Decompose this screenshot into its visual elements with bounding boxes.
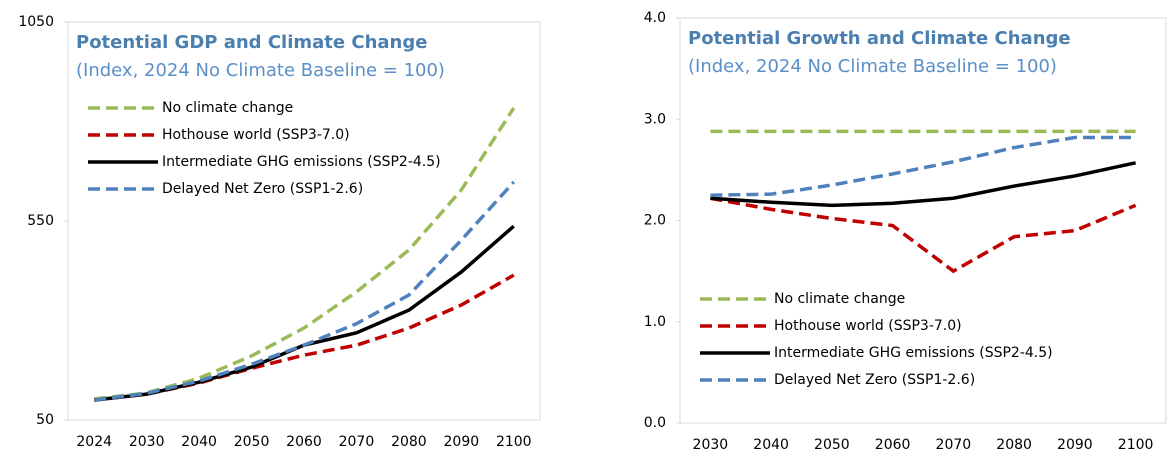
legend-label: Delayed Net Zero (SSP1-2.6) bbox=[162, 181, 363, 197]
x-tick-label: 2080 bbox=[391, 434, 427, 450]
y-tick-label: 1050 bbox=[18, 14, 54, 30]
x-tick-label: 2030 bbox=[129, 434, 165, 450]
legend-label: No climate change bbox=[162, 100, 293, 116]
chart-subtitle: (Index, 2024 No Climate Baseline = 100) bbox=[688, 56, 1057, 77]
legend-label: Delayed Net Zero (SSP1-2.6) bbox=[774, 372, 975, 388]
chart-title: Potential GDP and Climate Change bbox=[76, 32, 427, 53]
legend-label: Intermediate GHG emissions (SSP2-4.5) bbox=[774, 345, 1053, 361]
x-tick-label: 2070 bbox=[936, 437, 972, 453]
plot-frame bbox=[679, 17, 1167, 424]
y-tick-label: 4.0 bbox=[644, 10, 666, 26]
x-tick-label: 2100 bbox=[496, 434, 532, 450]
x-tick-label: 2050 bbox=[234, 434, 270, 450]
chart-title: Potential Growth and Climate Change bbox=[688, 28, 1071, 49]
legend-label: No climate change bbox=[774, 291, 905, 307]
legend-label: Hothouse world (SSP3-7.0) bbox=[774, 318, 962, 334]
x-tick-label: 2090 bbox=[1057, 437, 1093, 453]
x-tick-label: 2030 bbox=[693, 437, 729, 453]
x-tick-label: 2040 bbox=[181, 434, 217, 450]
x-tick-label: 2070 bbox=[339, 434, 375, 450]
x-tick-label: 2090 bbox=[444, 434, 480, 450]
legend-label: Intermediate GHG emissions (SSP2-4.5) bbox=[162, 154, 441, 170]
y-tick-label: 0.0 bbox=[644, 415, 666, 431]
x-tick-label: 2060 bbox=[286, 434, 322, 450]
series-line bbox=[710, 161, 1137, 208]
series-line bbox=[94, 224, 515, 402]
x-tick-label: 2040 bbox=[753, 437, 789, 453]
x-tick-label: 2060 bbox=[875, 437, 911, 453]
series-line bbox=[710, 135, 1136, 197]
y-tick-label: 2.0 bbox=[644, 213, 666, 229]
y-tick-label: 3.0 bbox=[644, 111, 666, 127]
x-tick-label: 2100 bbox=[1118, 437, 1154, 453]
series-line bbox=[94, 273, 515, 402]
x-tick-label: 2024 bbox=[76, 434, 112, 450]
series-line bbox=[94, 107, 516, 401]
legend-label: Hothouse world (SSP3-7.0) bbox=[162, 127, 350, 143]
y-tick-label: 550 bbox=[27, 213, 54, 229]
plot-frame bbox=[67, 21, 541, 421]
y-tick-label: 50 bbox=[36, 412, 54, 428]
x-tick-label: 2080 bbox=[996, 437, 1032, 453]
chart-subtitle: (Index, 2024 No Climate Baseline = 100) bbox=[76, 60, 445, 81]
y-tick-label: 1.0 bbox=[644, 314, 666, 330]
series-line bbox=[93, 180, 516, 402]
series-line bbox=[710, 196, 1137, 274]
x-tick-label: 2050 bbox=[814, 437, 850, 453]
